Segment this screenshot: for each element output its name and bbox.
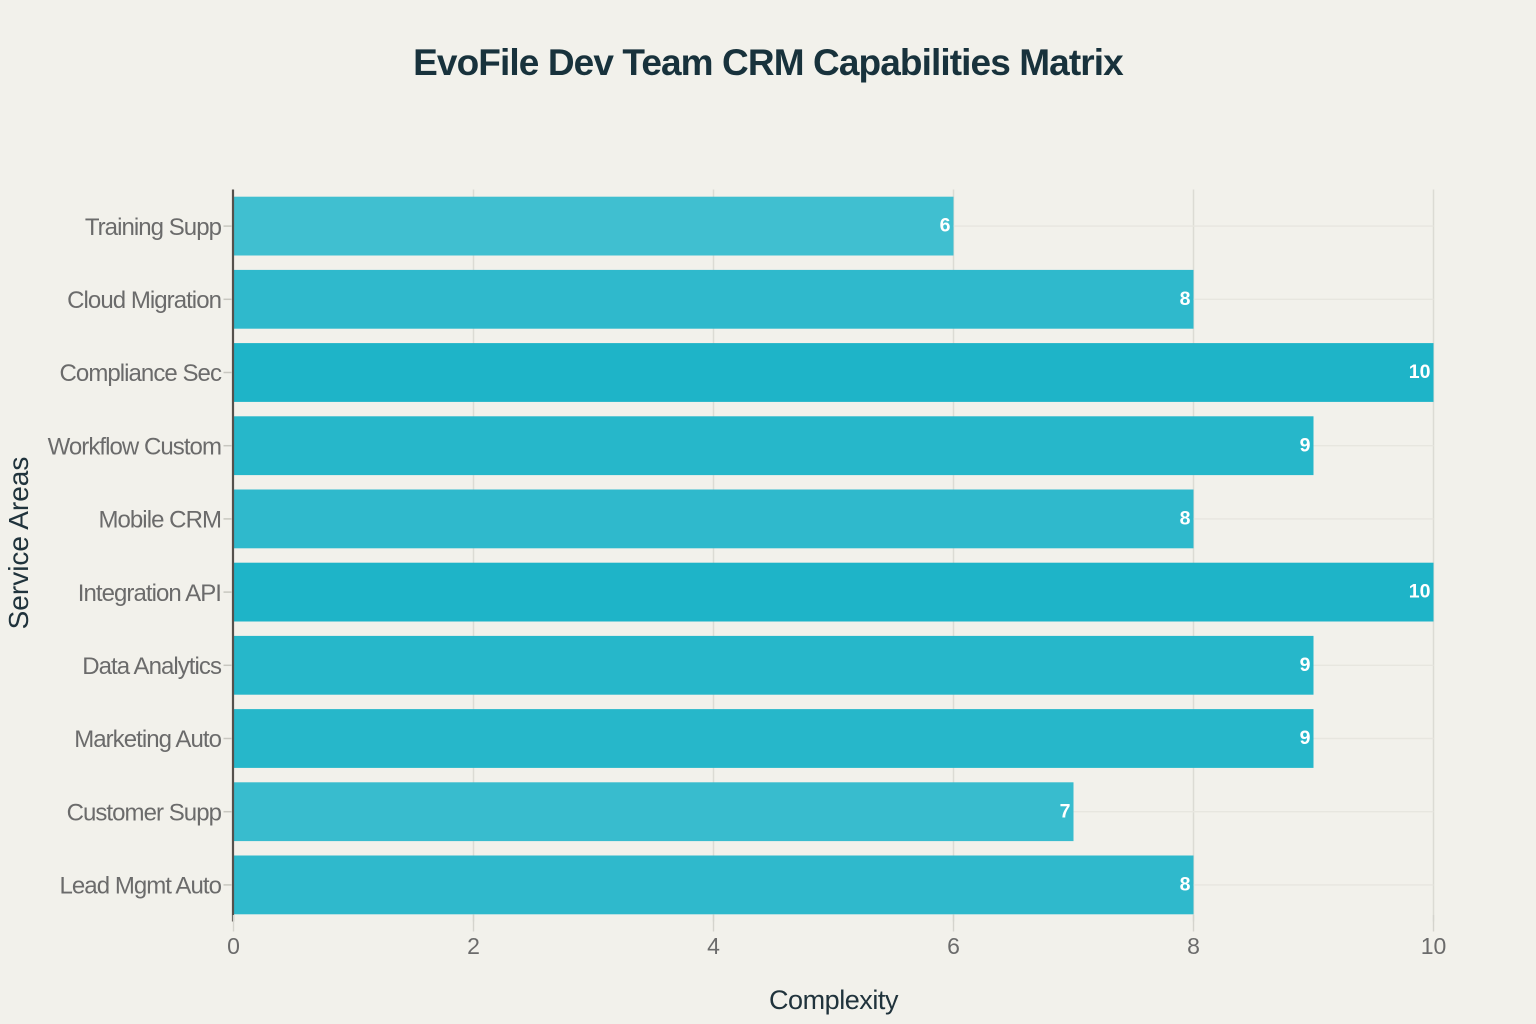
svg-text:Data Analytics: Data Analytics xyxy=(82,653,222,680)
svg-text:10: 10 xyxy=(1409,361,1431,383)
svg-text:8: 8 xyxy=(1180,288,1191,310)
svg-text:Workflow Custom: Workflow Custom xyxy=(48,433,221,460)
svg-text:Complexity: Complexity xyxy=(769,985,899,1015)
svg-text:Integration API: Integration API xyxy=(78,580,221,607)
svg-text:2: 2 xyxy=(467,933,480,959)
svg-text:Mobile CRM: Mobile CRM xyxy=(98,507,221,534)
svg-text:9: 9 xyxy=(1300,654,1311,676)
svg-text:9: 9 xyxy=(1300,434,1311,456)
svg-text:6: 6 xyxy=(947,933,960,959)
svg-text:6: 6 xyxy=(940,215,951,237)
svg-text:8: 8 xyxy=(1187,933,1200,959)
svg-text:EvoFile Dev Team CRM Capabilit: EvoFile Dev Team CRM Capabilities Matrix xyxy=(413,42,1124,83)
svg-text:Training Supp: Training Supp xyxy=(85,214,222,241)
svg-text:Customer Supp: Customer Supp xyxy=(67,799,222,826)
svg-text:10: 10 xyxy=(1421,933,1447,959)
svg-text:Compliance Sec: Compliance Sec xyxy=(60,360,222,387)
svg-text:0: 0 xyxy=(227,933,240,959)
svg-text:7: 7 xyxy=(1060,800,1071,822)
svg-text:8: 8 xyxy=(1180,508,1191,530)
svg-text:Marketing Auto: Marketing Auto xyxy=(74,726,221,753)
svg-text:9: 9 xyxy=(1300,727,1311,749)
svg-text:Cloud Migration: Cloud Migration xyxy=(67,287,221,314)
svg-text:4: 4 xyxy=(707,933,720,959)
svg-text:10: 10 xyxy=(1409,581,1431,603)
svg-text:Lead Mgmt Auto: Lead Mgmt Auto xyxy=(60,873,222,900)
svg-text:8: 8 xyxy=(1180,874,1191,896)
svg-text:Service Areas: Service Areas xyxy=(3,457,34,630)
